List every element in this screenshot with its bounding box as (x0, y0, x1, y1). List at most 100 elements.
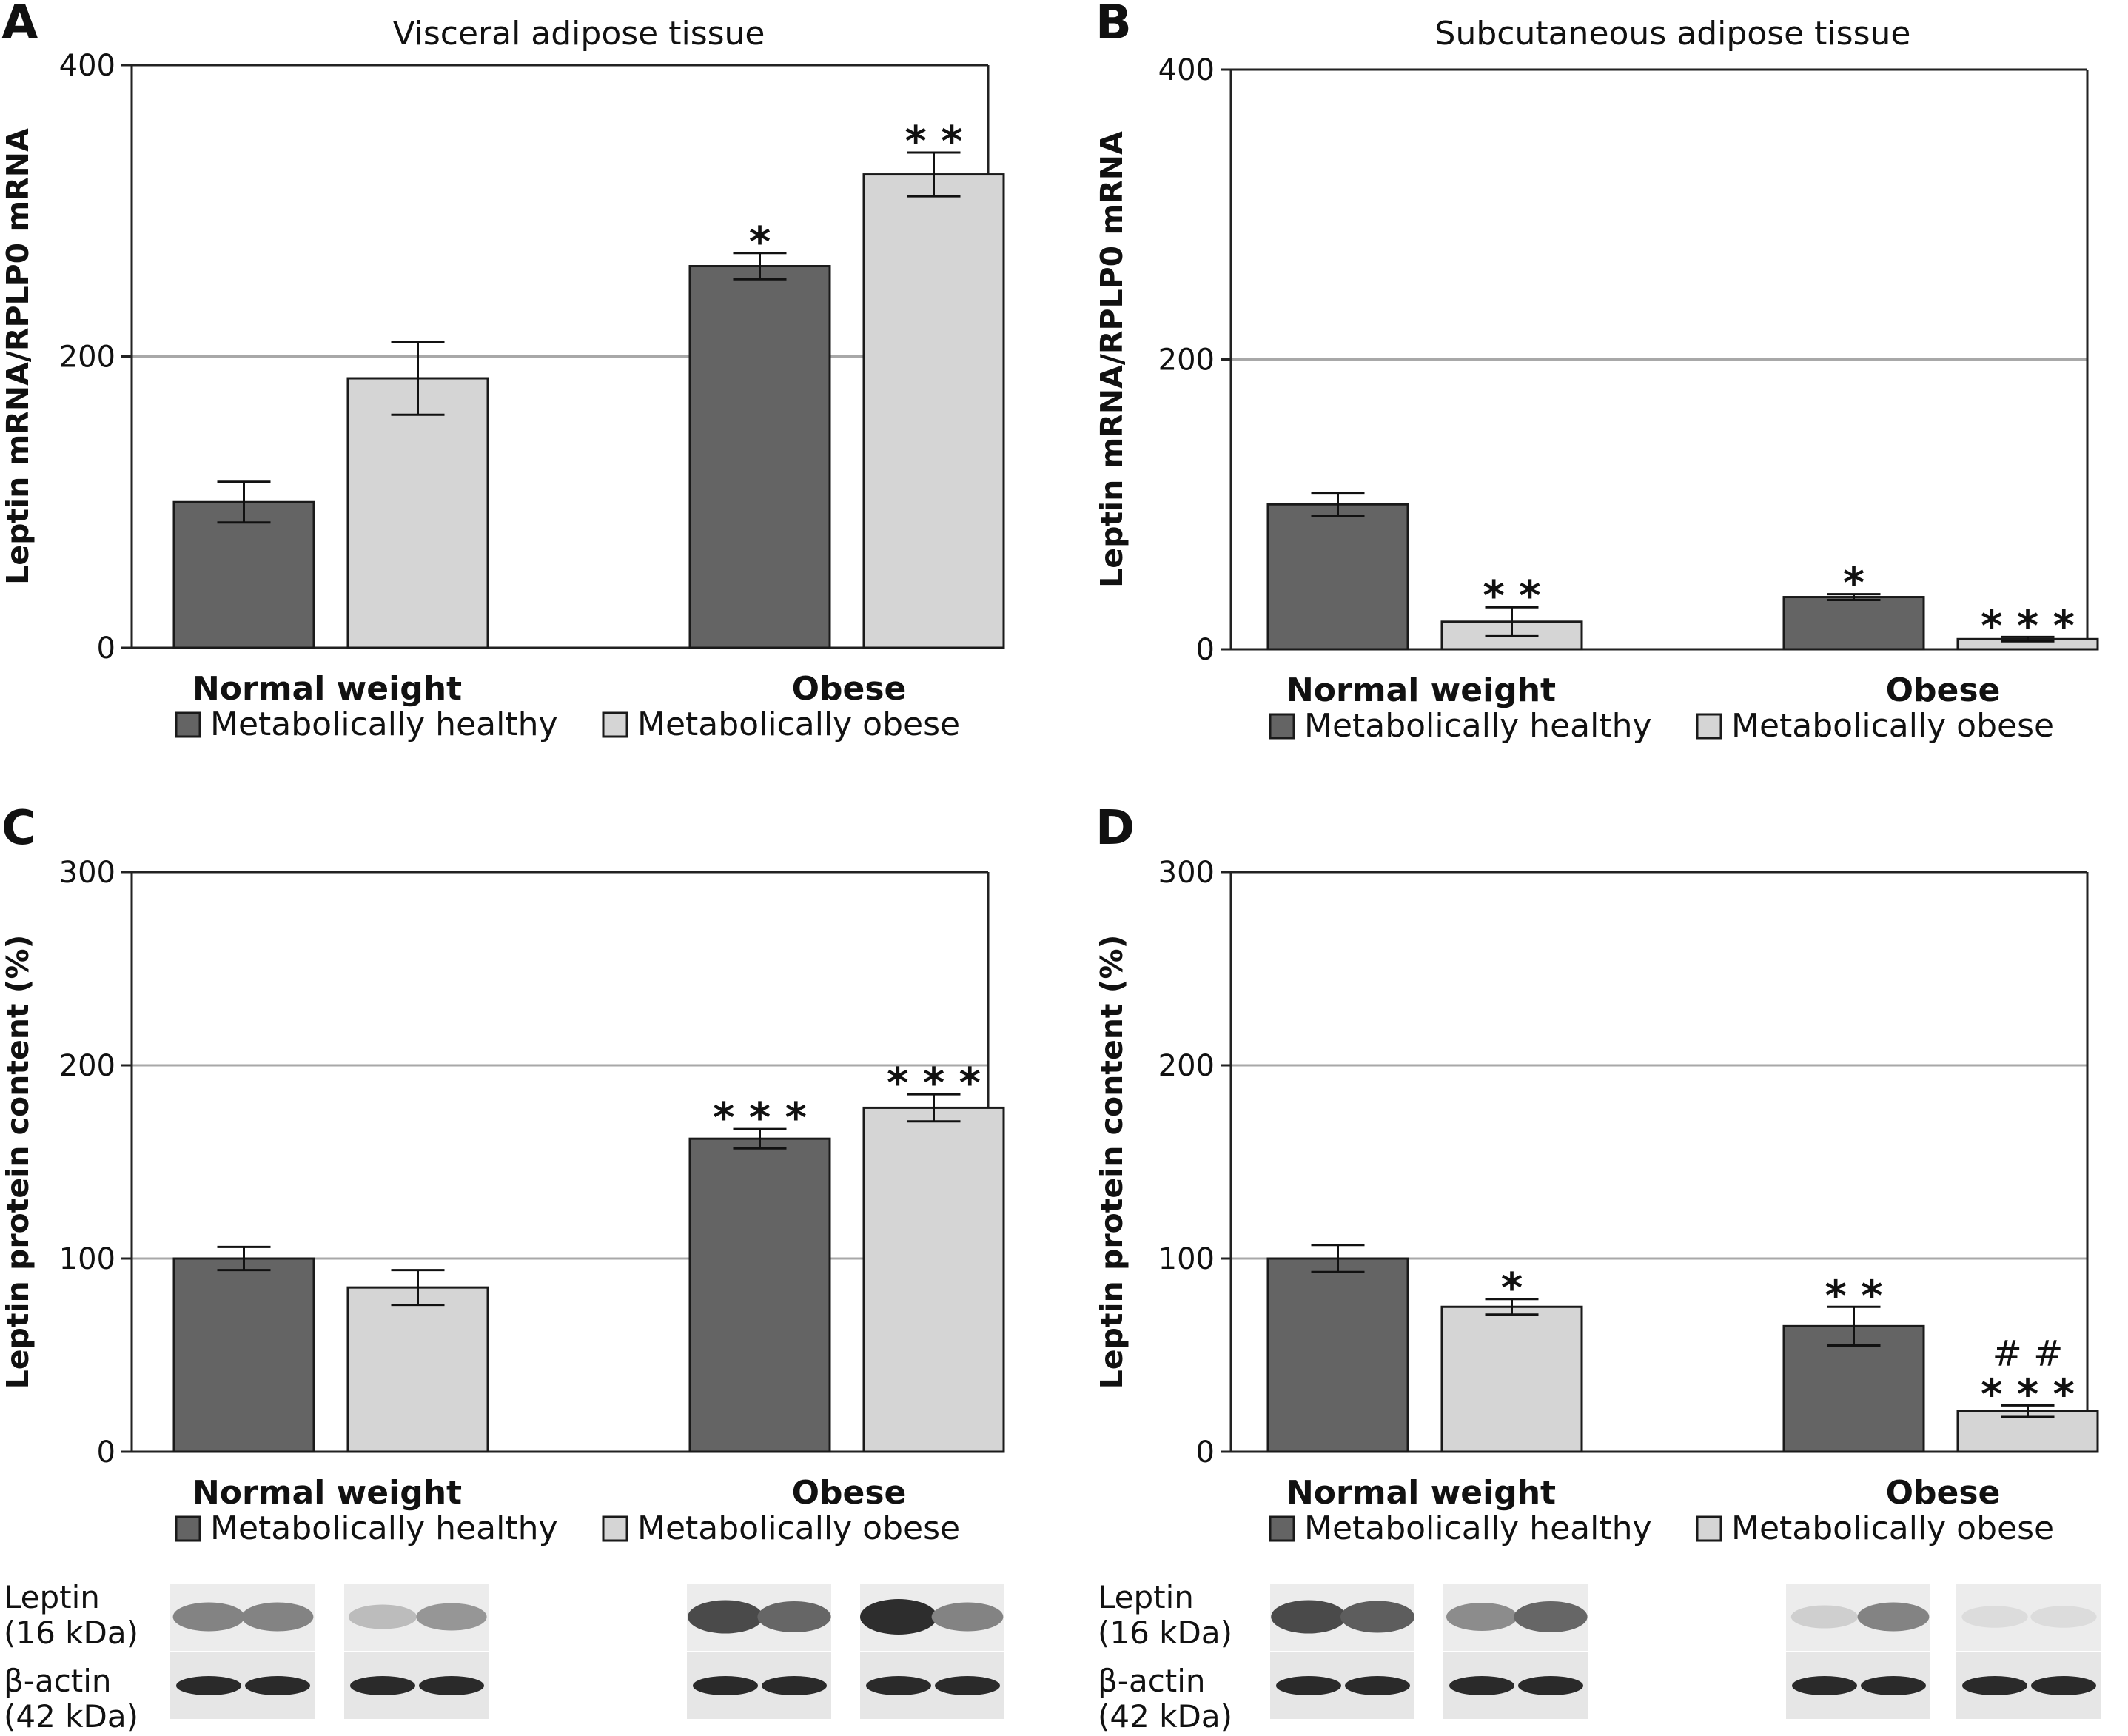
category-label: Obese (1886, 671, 2001, 709)
blot-band-actin (176, 1676, 241, 1695)
significance-marker-hash: # # (1993, 1333, 2064, 1374)
legend-swatch (175, 711, 201, 738)
bar (1440, 1305, 1583, 1453)
chart-title: Visceral adipose tissue (392, 15, 765, 53)
blot-label-actin: β-actin (1098, 1663, 1206, 1699)
legend-label: Metabolically obese (1731, 707, 2054, 745)
legend-label: Metabolically obese (637, 706, 960, 743)
blot-band-actin (693, 1676, 758, 1695)
y-tick-label: 200 (59, 341, 115, 375)
panel-letter: C (1, 801, 36, 856)
blot-band-leptin (2030, 1606, 2097, 1628)
blot-band-actin (1962, 1676, 2027, 1695)
blot-label-actin-size: (42 kDa) (1098, 1698, 1232, 1735)
blot-band-leptin (1790, 1605, 1859, 1629)
legend-swatch (1696, 1515, 1722, 1542)
panel-a: A Visceral adipose tissue 0 200 400 Leptin mR… (0, 0, 1005, 743)
blot-band-actin (866, 1676, 931, 1695)
y-tick-label: 200 (1158, 1049, 1215, 1083)
bar (346, 377, 489, 649)
significance-marker: * (1501, 1264, 1523, 1313)
y-axis-label: Leptin mRNA/RPLP0 mRNA (1094, 131, 1130, 588)
western-blot-d: Leptin(16 kDa) β-actin(42 kDa) (1098, 1579, 2101, 1735)
panel-b: B Subcutaneous adipose tissue 0 200 400 Lepti… (1094, 0, 2099, 745)
blot-label-actin-size: (42 kDa) (4, 1698, 138, 1735)
legend-label: Metabolically healthy (210, 1509, 558, 1547)
bar (172, 500, 315, 649)
category-label: Normal weight (192, 670, 462, 708)
blot-band-leptin (241, 1602, 314, 1632)
y-tick-label: 300 (1158, 856, 1215, 890)
blot-label-leptin: Leptin (1098, 1579, 1194, 1615)
blot-label-leptin: Leptin (4, 1579, 100, 1615)
legend-swatch (602, 711, 628, 738)
blot-band-actin (762, 1676, 827, 1695)
y-tick-label: 300 (59, 856, 115, 890)
y-axis-label: Leptin protein content (%) (1094, 935, 1130, 1390)
blot-band-leptin (1514, 1601, 1588, 1632)
legend-label: Metabolically healthy (1304, 1509, 1652, 1547)
blot-band-leptin (931, 1602, 1004, 1632)
bar (172, 1257, 315, 1453)
significance-marker: * * * (1981, 602, 2075, 650)
blot-band-leptin (1271, 1600, 1346, 1634)
y-tick-label: 0 (97, 1435, 115, 1469)
western-blot-c: Leptin(16 kDa) β-actin(42 kDa) (4, 1579, 1004, 1735)
blot-band-leptin (1446, 1603, 1517, 1631)
blot-band-actin (1861, 1676, 1926, 1695)
bar (688, 265, 831, 649)
legend-swatch (1696, 713, 1722, 740)
bar (346, 1286, 489, 1453)
category-label: Obese (792, 670, 907, 708)
significance-marker: * * * (713, 1094, 807, 1142)
legend-swatch (602, 1515, 628, 1542)
legend-label: Metabolically healthy (1304, 707, 1652, 745)
blot-band-actin (935, 1676, 1000, 1695)
category-label: Normal weight (1286, 671, 1556, 709)
blot-band-actin (1792, 1676, 1857, 1695)
blot-band-leptin (349, 1604, 417, 1629)
blot-band-actin (2031, 1676, 2096, 1695)
y-tick-label: 100 (1158, 1242, 1215, 1276)
blot-band-leptin (1857, 1602, 1930, 1632)
blot-band-leptin (416, 1603, 487, 1631)
bar (862, 173, 1005, 649)
blot-band-actin (1276, 1676, 1341, 1695)
category-label: Obese (1886, 1474, 2001, 1512)
y-tick-label: 100 (59, 1242, 115, 1276)
blot-label-leptin-size: (16 kDa) (1098, 1615, 1232, 1651)
bar (1782, 596, 1925, 651)
legend-label: Metabolically obese (637, 1509, 960, 1547)
blot-band-actin (1345, 1676, 1410, 1695)
category-label: Normal weight (1286, 1474, 1556, 1512)
blot-band-leptin (1961, 1606, 2028, 1628)
y-tick-label: 0 (97, 631, 115, 666)
y-tick-label: 200 (1158, 343, 1215, 378)
blot-band-actin (419, 1676, 484, 1695)
blot-band-leptin (172, 1602, 245, 1632)
y-tick-label: 0 (1196, 1435, 1215, 1469)
bar (688, 1137, 831, 1453)
panel-letter: B (1095, 0, 1132, 50)
significance-marker: * * (904, 118, 962, 166)
y-tick-label: 200 (59, 1049, 115, 1083)
chart-title: Subcutaneous adipose tissue (1435, 15, 1911, 53)
y-tick-label: 400 (1158, 53, 1215, 87)
panel-letter: A (1, 0, 38, 50)
blot-band-actin (245, 1676, 310, 1695)
significance-marker: * (749, 218, 771, 267)
panel-c: C 0 100 200 300 Leptin protein content (%) Nor… (0, 801, 1005, 1547)
significance-marker: * * (1483, 572, 1540, 620)
legend-label: Metabolically obese (1731, 1509, 2054, 1547)
significance-marker: * * * (887, 1059, 981, 1107)
bar (1266, 503, 1409, 651)
legend-swatch (1269, 713, 1295, 740)
bar (862, 1106, 1005, 1453)
y-axis-label: Leptin mRNA/RPLP0 mRNA (0, 128, 36, 585)
y-axis-label: Leptin protein content (%) (0, 935, 36, 1390)
bar (1266, 1257, 1409, 1453)
blot-label-leptin-size: (16 kDa) (4, 1615, 138, 1651)
y-tick-label: 400 (59, 49, 115, 83)
blot-band-leptin (688, 1600, 763, 1634)
